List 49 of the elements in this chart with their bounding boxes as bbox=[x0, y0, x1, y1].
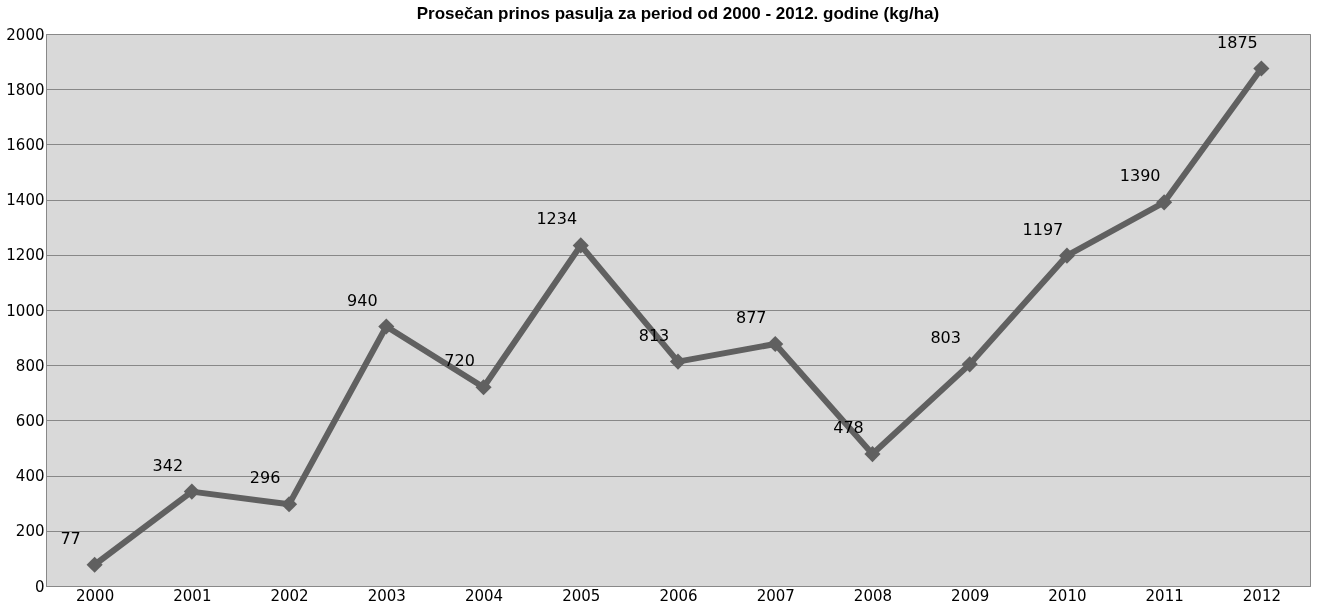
data-label: 877 bbox=[735, 307, 767, 327]
point bbox=[183, 483, 200, 500]
x-tick-label: 2007 bbox=[756, 586, 795, 605]
data-label: 803 bbox=[930, 328, 961, 348]
data-label: 940 bbox=[347, 290, 378, 310]
y-tick-label: 1400 bbox=[6, 191, 45, 210]
x-tick-label: 2004 bbox=[464, 586, 504, 605]
x-tick-label: 2008 bbox=[853, 586, 893, 605]
y-tick-label: 600 bbox=[15, 411, 45, 430]
y-tick-label: 800 bbox=[15, 356, 45, 375]
y-tick-label: 400 bbox=[15, 467, 45, 486]
point bbox=[961, 356, 978, 373]
data-label: 1875 bbox=[1217, 32, 1258, 52]
x-tick-label: 2000 bbox=[76, 586, 115, 605]
y-tick-label: 1000 bbox=[6, 301, 45, 320]
x-tick-label: 2009 bbox=[951, 586, 990, 605]
point bbox=[767, 335, 784, 353]
data-label: 1197 bbox=[1022, 219, 1064, 239]
data-label: 342 bbox=[152, 455, 184, 475]
y-tick-label: 2000 bbox=[6, 25, 45, 44]
chart-title: Prosečan prinos pasulja za period od 2000 - 2012. godine (kg/ha) bbox=[416, 4, 940, 23]
point bbox=[1253, 60, 1270, 77]
point bbox=[281, 496, 298, 513]
x-tick-label: 2002 bbox=[270, 586, 309, 605]
data-label: 720 bbox=[444, 351, 475, 371]
x-tick-label: 2012 bbox=[1242, 586, 1281, 605]
y-tick-label: 1800 bbox=[6, 80, 45, 99]
point bbox=[378, 318, 395, 335]
point bbox=[864, 446, 881, 463]
point bbox=[669, 353, 687, 370]
data-label: 1234 bbox=[536, 209, 578, 229]
x-tick-label: 2010 bbox=[1048, 586, 1087, 605]
y-tick-label: 0 bbox=[34, 577, 45, 596]
y-tick-label: 200 bbox=[15, 522, 45, 541]
data-label: 77 bbox=[60, 528, 81, 548]
point bbox=[475, 379, 492, 396]
point bbox=[1156, 194, 1173, 211]
y-tick-label: 1200 bbox=[6, 246, 45, 265]
data-label: 1390 bbox=[1119, 166, 1161, 186]
x-tick-label: 2003 bbox=[367, 586, 406, 605]
x-tick-label: 2005 bbox=[562, 586, 601, 605]
x-tick-label: 2006 bbox=[659, 586, 698, 605]
x-tick-label: 2011 bbox=[1145, 586, 1184, 605]
point bbox=[1058, 247, 1075, 264]
y-tick-label: 1600 bbox=[6, 135, 45, 154]
point bbox=[572, 237, 589, 254]
x-tick-label: 2001 bbox=[173, 586, 212, 605]
data-label: 296 bbox=[249, 468, 281, 488]
point bbox=[86, 556, 103, 573]
